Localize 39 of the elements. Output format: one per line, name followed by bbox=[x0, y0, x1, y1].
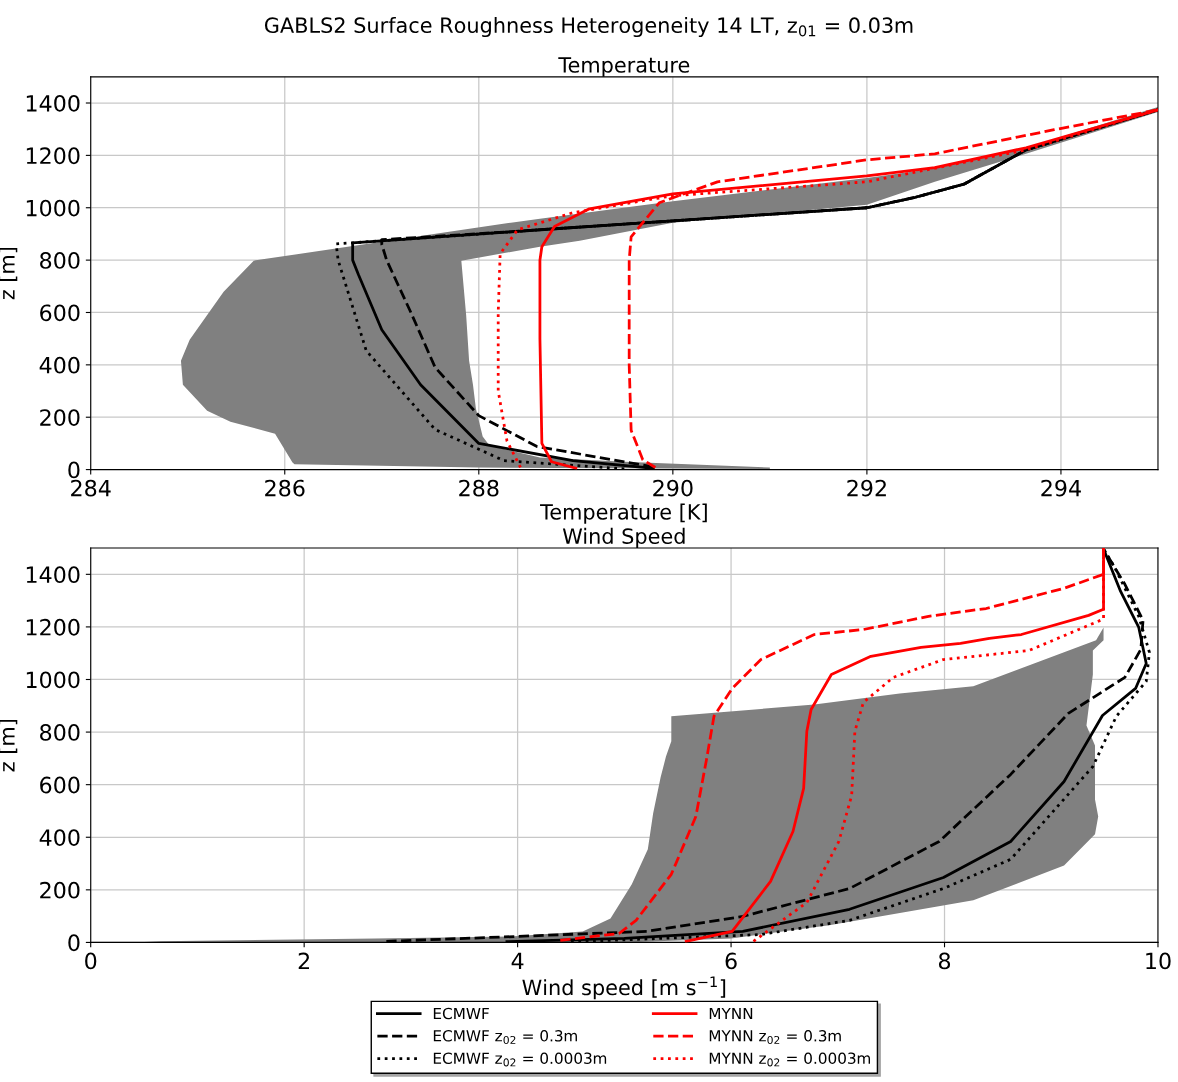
y-tick-label: 600 bbox=[40, 304, 80, 322]
x-tick-label: 4 bbox=[511, 952, 524, 970]
y-tick-label: 1000 bbox=[26, 671, 80, 689]
x-axis-title: Wind speed [m s$^{−1}$] bbox=[522, 976, 726, 1000]
y-tick-label: 1400 bbox=[26, 94, 80, 112]
x-tick-label: 6 bbox=[725, 952, 737, 970]
legend-label: MYNN z$_{02}$ = 0.3m bbox=[709, 1030, 841, 1045]
x-tick-label: 292 bbox=[847, 479, 886, 497]
x-tick-label: 290 bbox=[653, 479, 693, 497]
y-tick-label: 1200 bbox=[26, 147, 80, 165]
x-tick-label: 2 bbox=[298, 952, 309, 970]
y-tick-label: 1000 bbox=[26, 199, 80, 217]
y-tick-label: 1200 bbox=[26, 618, 80, 636]
y-tick-label: 1400 bbox=[26, 566, 80, 584]
x-tick-label: 286 bbox=[265, 479, 305, 497]
x-tick-label: 0 bbox=[85, 952, 97, 970]
legend-label: MYNN bbox=[709, 1007, 753, 1020]
x-tick-label: 284 bbox=[71, 479, 111, 497]
chart-title: Wind Speed bbox=[562, 527, 685, 549]
y-tick-label: 0 bbox=[68, 934, 80, 952]
legend-label: ECMWF z$_{02}$ = 0.0003m bbox=[433, 1052, 607, 1067]
y-tick-label: 600 bbox=[40, 776, 80, 794]
y-tick-label: 200 bbox=[40, 881, 80, 899]
y-tick-label: 800 bbox=[40, 724, 80, 741]
x-tick-label: 294 bbox=[1041, 479, 1081, 497]
legend-label: ECMWF z$_{02}$ = 0.3m bbox=[433, 1030, 577, 1045]
y-tick-label: 400 bbox=[39, 356, 80, 374]
x-tick-label: 8 bbox=[938, 952, 951, 970]
x-tick-label: 10 bbox=[1146, 952, 1171, 970]
y-tick-label: 0 bbox=[68, 461, 80, 479]
y-tick-label: 200 bbox=[40, 409, 80, 426]
x-axis-title: Temperature [K] bbox=[540, 503, 707, 524]
y-tick-label: 400 bbox=[39, 829, 80, 847]
text: GABLS2 Surface Roughness Heterogeneity 14 LT, z$_{01}$ = 0.03m bbox=[264, 16, 913, 38]
chart-title: Temperature bbox=[558, 57, 690, 77]
x-tick-label: 288 bbox=[459, 479, 499, 497]
legend-label: ECMWF bbox=[433, 1007, 489, 1020]
y-tick-label: 800 bbox=[40, 252, 80, 269]
legend-label: MYNN z$_{02}$ = 0.0003m bbox=[709, 1052, 870, 1067]
